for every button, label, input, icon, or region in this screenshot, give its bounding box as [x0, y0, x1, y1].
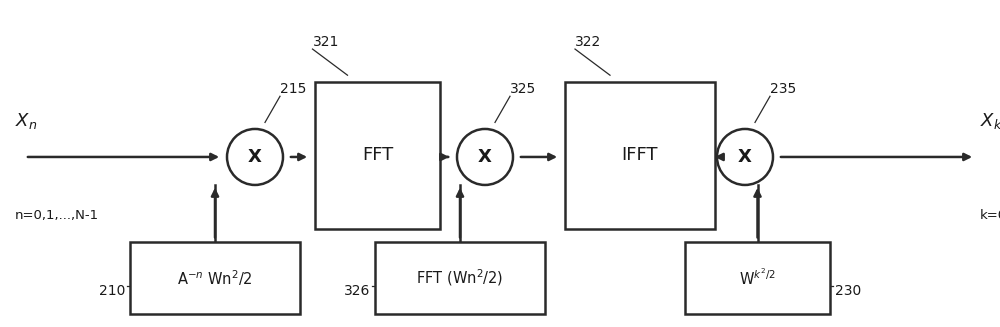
Text: 322: 322	[575, 35, 601, 49]
Bar	[315, 82, 440, 229]
Text: X: X	[478, 148, 492, 166]
Text: 321: 321	[312, 35, 339, 49]
Text: 325: 325	[510, 82, 536, 96]
Bar	[130, 242, 300, 314]
Text: FFT: FFT	[362, 146, 393, 164]
Ellipse shape	[717, 129, 773, 185]
Ellipse shape	[457, 129, 513, 185]
Text: 235: 235	[770, 82, 796, 96]
Text: n=0,1,...,N-1: n=0,1,...,N-1	[15, 209, 99, 222]
Text: A$^{-n}$ Wn$^{2}$/2: A$^{-n}$ Wn$^{2}$/2	[177, 268, 253, 288]
Text: 210: 210	[99, 284, 125, 298]
Text: 326: 326	[344, 284, 370, 298]
Bar	[375, 242, 545, 314]
Bar	[565, 82, 715, 229]
Text: X: X	[248, 148, 262, 166]
Text: IFFT: IFFT	[622, 146, 658, 164]
Bar	[685, 242, 830, 314]
Text: X: X	[738, 148, 752, 166]
Text: FFT (Wn$^{2}$/2): FFT (Wn$^{2}$/2)	[416, 267, 504, 288]
Text: W$^{k^2/2}$: W$^{k^2/2}$	[739, 268, 776, 288]
Text: k=0,1,...,M-1: k=0,1,...,M-1	[980, 209, 1000, 222]
Text: 215: 215	[280, 82, 306, 96]
Text: $X_n$: $X_n$	[15, 111, 37, 131]
Text: 230: 230	[835, 284, 861, 298]
Text: $X_k$: $X_k$	[980, 111, 1000, 131]
Ellipse shape	[227, 129, 283, 185]
